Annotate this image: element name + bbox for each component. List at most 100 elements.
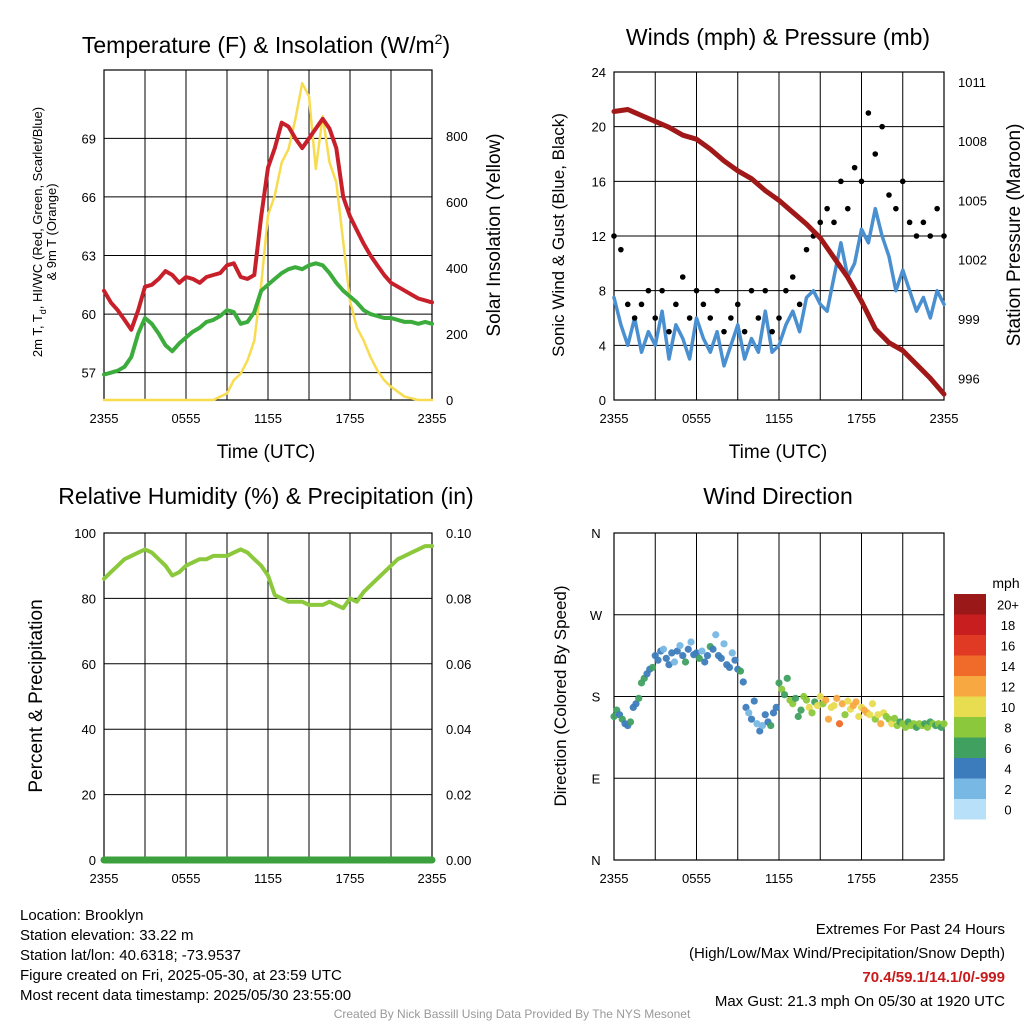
x-tick-label: 2355 — [930, 411, 959, 426]
direction-point — [890, 714, 899, 722]
direction-point — [662, 654, 670, 662]
direction-point — [833, 694, 841, 702]
x-tick-label: 0555 — [172, 411, 201, 426]
speed-legend-label: 6 — [1004, 741, 1011, 756]
speed-legend-swatch — [954, 717, 986, 738]
direction-point — [816, 692, 824, 701]
gust-point — [721, 328, 727, 335]
direction-point — [676, 642, 684, 650]
y2-tick-label: 1002 — [958, 253, 987, 268]
speed-legend-swatch — [954, 799, 986, 820]
direction-point — [670, 658, 679, 666]
x-tick-label: 0555 — [682, 411, 711, 426]
direction-point — [695, 654, 703, 662]
gust-point — [893, 205, 899, 212]
gust-point — [817, 219, 824, 226]
direction-point — [758, 721, 767, 730]
winds-panel-title: Winds (mph) & Pressure (mb) — [626, 24, 930, 50]
y-tick-label: 12 — [592, 229, 606, 244]
gust-point — [838, 178, 844, 185]
temperature-panel-title: Temperature (F) & Insolation (W/m2) — [82, 31, 450, 58]
gust-point — [673, 301, 679, 308]
gust-point — [645, 287, 652, 294]
direction-point — [739, 678, 747, 686]
y2-tick-label: 0.00 — [446, 853, 471, 868]
speed-legend-label: 4 — [1004, 761, 1011, 776]
direction-point — [648, 663, 657, 672]
gust-point — [652, 315, 659, 321]
direction-point — [684, 645, 692, 653]
gust-point — [728, 315, 734, 321]
y-tick-label: S — [592, 690, 601, 705]
y2-tick-label: 400 — [446, 261, 468, 276]
speed-legend-swatch — [954, 696, 986, 717]
gust-point — [851, 164, 858, 171]
direction-point — [720, 640, 728, 648]
direction-point — [855, 712, 863, 721]
gust-point — [941, 233, 947, 239]
direction-point — [742, 703, 750, 712]
gust-point — [624, 301, 631, 308]
gust-point — [755, 315, 762, 321]
direction-point — [838, 700, 846, 708]
y-tick-label: N — [591, 853, 600, 868]
recent-timestamp: Most recent data timestamp: 2025/05/30 2… — [20, 987, 352, 1004]
direction-point — [745, 709, 753, 717]
y-tick-label: 20 — [592, 120, 606, 135]
direction-point — [852, 698, 860, 706]
direction-point — [654, 656, 662, 664]
y2-tick-label: 800 — [446, 129, 468, 144]
direction-point — [805, 703, 813, 712]
direction-point — [775, 679, 783, 687]
direction-point — [835, 720, 844, 728]
wind-direction-panel: Wind Direction Direction (Colored By Spe… — [551, 483, 1020, 886]
solar-insolation-line — [102, 81, 434, 402]
gust-point — [679, 274, 686, 280]
winds-pressure-panel: Winds (mph) & Pressure (mb) Time (UTC) S… — [549, 24, 1024, 463]
x-tick-label: 1755 — [847, 871, 876, 886]
dewpoint-line — [102, 261, 434, 377]
x-tick-label: 2355 — [600, 871, 629, 886]
x-tick-label: 1155 — [765, 411, 793, 426]
gust-point — [666, 328, 672, 335]
x-tick-label: 1755 — [336, 411, 365, 426]
direction-point — [783, 674, 791, 682]
x-tick-label: 2355 — [418, 411, 447, 426]
speed-legend-swatch — [954, 737, 986, 758]
winds-y-axis-label: Sonic Wind & Gust (Blue, Black) — [549, 113, 568, 357]
gust-point — [858, 178, 865, 185]
wind-direction-panel-title: Wind Direction — [703, 483, 853, 509]
humidity-y-axis-label: Percent & Precipitation — [26, 599, 47, 792]
speed-legend-label: 14 — [1001, 659, 1015, 674]
direction-point — [659, 645, 668, 653]
y2-tick-label: 1008 — [958, 134, 987, 149]
direction-point — [868, 700, 877, 708]
speed-legend-swatch — [954, 758, 986, 779]
x-tick-label: 1155 — [254, 411, 282, 426]
extremes-title: Extremes For Past 24 Hours — [815, 921, 1005, 938]
direction-point — [673, 647, 681, 655]
gust-point — [886, 192, 892, 198]
gust-point — [899, 178, 906, 185]
direction-point — [794, 712, 802, 721]
gust-point — [803, 246, 810, 253]
direction-point — [822, 696, 830, 704]
gust-point — [686, 315, 693, 321]
direction-point — [797, 706, 805, 714]
gust-point — [906, 219, 913, 226]
gust-point — [631, 315, 638, 321]
speed-legend-label: 18 — [1001, 618, 1015, 633]
x-tick-label: 2355 — [930, 871, 959, 886]
gust-point — [865, 110, 872, 116]
direction-point — [610, 712, 618, 721]
y2-tick-label: 0.02 — [446, 788, 471, 803]
y-tick-label: 100 — [74, 526, 96, 541]
y-tick-label: 69 — [82, 131, 96, 146]
direction-point — [888, 720, 896, 728]
y2-tick-label: 1005 — [958, 193, 987, 208]
y-tick-label: 20 — [82, 788, 96, 803]
speed-legend-label: 0 — [1004, 802, 1011, 817]
y2-tick-label: 0.10 — [446, 526, 471, 541]
figure-created: Figure created on Fri, 2025-05-30, at 23… — [20, 967, 342, 984]
gust-point — [927, 233, 934, 239]
